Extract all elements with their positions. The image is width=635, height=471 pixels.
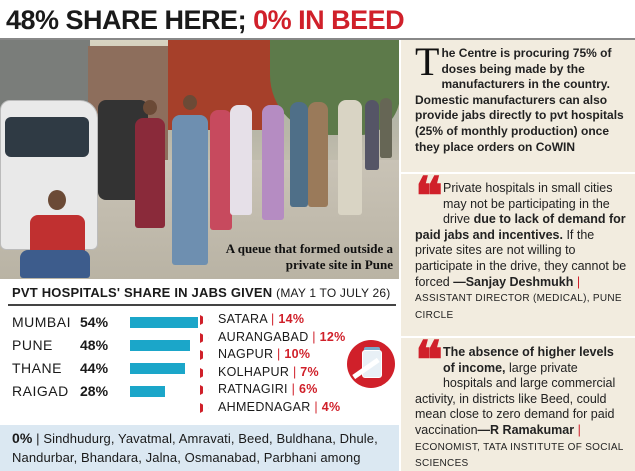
quote-1-sep: | xyxy=(573,274,581,289)
arrow-icon-inner xyxy=(203,332,209,343)
quote-block-ramakumar: ❝ The absence of higher levels of income… xyxy=(401,333,635,471)
arrow-icon-inner xyxy=(203,402,209,413)
other-district-value: 6% xyxy=(298,382,318,396)
bar-row: THANE 44% xyxy=(12,358,192,381)
arrow-icon-inner xyxy=(203,385,209,395)
quote-1-bold: due to lack of demand for paid jabs and … xyxy=(415,212,626,242)
sidebar-border xyxy=(399,40,401,471)
headline-part-2: 0% IN BEED xyxy=(253,5,405,35)
other-district-label: SATARA | 14% xyxy=(218,312,304,326)
quote-2-part-a: large private hospitals and large commer… xyxy=(415,360,616,437)
bar-row: MUMBAI 54% xyxy=(12,312,198,335)
quote-1-part-a: Private hospitals in small cities may no… xyxy=(442,181,613,227)
bar-value-label: 28% xyxy=(80,383,109,399)
bar xyxy=(130,317,198,328)
other-district-value: 4% xyxy=(321,399,341,414)
zero-share-footer: 0% | Sindhudurg, Yavatmal, Amravati, Bee… xyxy=(0,425,399,471)
arrow-icon-inner xyxy=(203,315,209,325)
other-district-label: AHMEDNAGAR | 4% xyxy=(218,400,340,414)
zero-districts: Sindhudurg, Yavatmal, Amravati, Beed, Bu… xyxy=(12,431,378,471)
other-district-name: RATNAGIRI xyxy=(218,382,288,396)
quote-2-bold: The absence of higher levels of income, xyxy=(442,345,614,375)
other-district-name: AHMEDNAGAR xyxy=(218,399,311,414)
quote-2-text: The absence of higher levels of income, … xyxy=(415,345,629,471)
sidebar-divider-1 xyxy=(401,172,635,174)
other-district-label: RATNAGIRI | 6% xyxy=(218,382,318,396)
other-district-sep: | xyxy=(310,399,322,414)
chart-title-main: PVT HOSPITALS' SHARE IN JABS GIVEN xyxy=(12,285,273,300)
quote-1-text: Private hospitals in small cities may no… xyxy=(415,181,629,323)
arrow-icon-inner xyxy=(203,350,209,360)
bar-value-label: 54% xyxy=(80,314,109,330)
other-district-name: AURANGABAD xyxy=(218,329,309,344)
quote-icon-2: ❝ xyxy=(415,333,443,390)
chart-title: PVT HOSPITALS' SHARE IN JABS GIVEN (MAY … xyxy=(12,285,390,300)
other-district-row: NAGPUR | 10% xyxy=(200,347,396,365)
bar-category-label: THANE xyxy=(12,360,62,376)
bar-row: RAIGAD 28% xyxy=(12,381,192,404)
quote-1-author: —Sanjay Deshmukh xyxy=(453,274,574,289)
other-district-sep: | xyxy=(267,312,279,326)
other-district-row: SATARA | 14% xyxy=(200,312,396,330)
bar xyxy=(130,363,186,374)
other-district-row: RATNAGIRI | 6% xyxy=(200,382,396,400)
chart-subtitle: (MAY 1 TO JULY 26) xyxy=(276,286,391,300)
lead-dropcap: T xyxy=(415,39,440,84)
quote-2-sep: | xyxy=(574,422,581,437)
other-district-row: AHMEDNAGAR | 4% xyxy=(200,400,396,418)
vaccine-icon xyxy=(347,340,395,388)
quote-icon: ❝ xyxy=(415,169,443,226)
other-district-value: 7% xyxy=(300,364,319,379)
sidebar-divider-2 xyxy=(401,336,635,338)
other-district-sep: | xyxy=(273,347,285,361)
other-district-name: SATARA xyxy=(218,312,268,326)
zero-sep: | xyxy=(32,431,44,446)
other-district-sep: | xyxy=(287,382,299,396)
quote-2-role: ECONOMIST, TATA INSTITUTE OF SOCIAL SCIE… xyxy=(415,441,624,470)
other-district-sep: | xyxy=(289,364,301,379)
other-district-name: KOLHAPUR xyxy=(218,364,290,379)
other-district-value: 14% xyxy=(278,312,305,326)
other-district-row: AURANGABAD | 12% xyxy=(200,330,396,348)
jabs-chart: PVT HOSPITALS' SHARE IN JABS GIVEN (MAY … xyxy=(0,282,399,425)
zero-label: 0% xyxy=(12,430,33,446)
sidebar xyxy=(401,40,635,471)
quote-1-part-b: If the private sites are not willing to … xyxy=(415,227,627,289)
other-district-label: AURANGABAD | 12% xyxy=(218,330,346,344)
lead-text: he Centre is procuring 75% of doses bein… xyxy=(415,46,624,154)
bar xyxy=(130,340,191,351)
other-district-row: KOLHAPUR | 7% xyxy=(200,365,396,383)
bar-value-label: 44% xyxy=(80,360,109,376)
headline: 48% SHARE HERE; 0% IN BEED xyxy=(6,2,630,38)
other-district-sep: | xyxy=(308,329,320,344)
queue-photo: A queue that formed outside a private si… xyxy=(0,40,399,279)
headline-part-1: 48% SHARE HERE; xyxy=(6,5,254,35)
other-district-value: 12% xyxy=(319,329,346,344)
lead-block: T he Centre is procuring 75% of doses be… xyxy=(401,40,635,172)
photo-caption: A queue that formed outside a private si… xyxy=(225,241,393,272)
bar-category-label: PUNE xyxy=(12,337,53,353)
bar-category-label: RAIGAD xyxy=(12,383,69,399)
bar-value-label: 48% xyxy=(80,337,109,353)
quote-1-role: ASSISTANT DIRECTOR (MEDICAL), PUNE CIRCL… xyxy=(415,293,622,321)
bar-category-label: MUMBAI xyxy=(12,314,71,330)
headline-rule xyxy=(0,38,635,40)
quote-block-deshmukh: ❝ Private hospitals in small cities may … xyxy=(401,169,635,332)
bar xyxy=(130,386,166,397)
other-district-label: KOLHAPUR | 7% xyxy=(218,365,319,379)
bar-list: MUMBAI 54% PUNE 48% THANE 44% RAIGAD 28% xyxy=(12,312,198,404)
quote-2-author: —R Ramakumar xyxy=(477,422,575,437)
chart-rule xyxy=(8,304,396,306)
other-district-label: NAGPUR | 10% xyxy=(218,347,310,361)
other-districts-list: SATARA | 14% AURANGABAD | 12% NAGPUR | 10%… xyxy=(200,312,396,417)
arrow-icon-inner xyxy=(203,367,209,378)
other-district-name: NAGPUR xyxy=(218,347,274,361)
bar-row: PUNE 48% xyxy=(12,335,192,358)
other-district-value: 10% xyxy=(284,347,311,361)
